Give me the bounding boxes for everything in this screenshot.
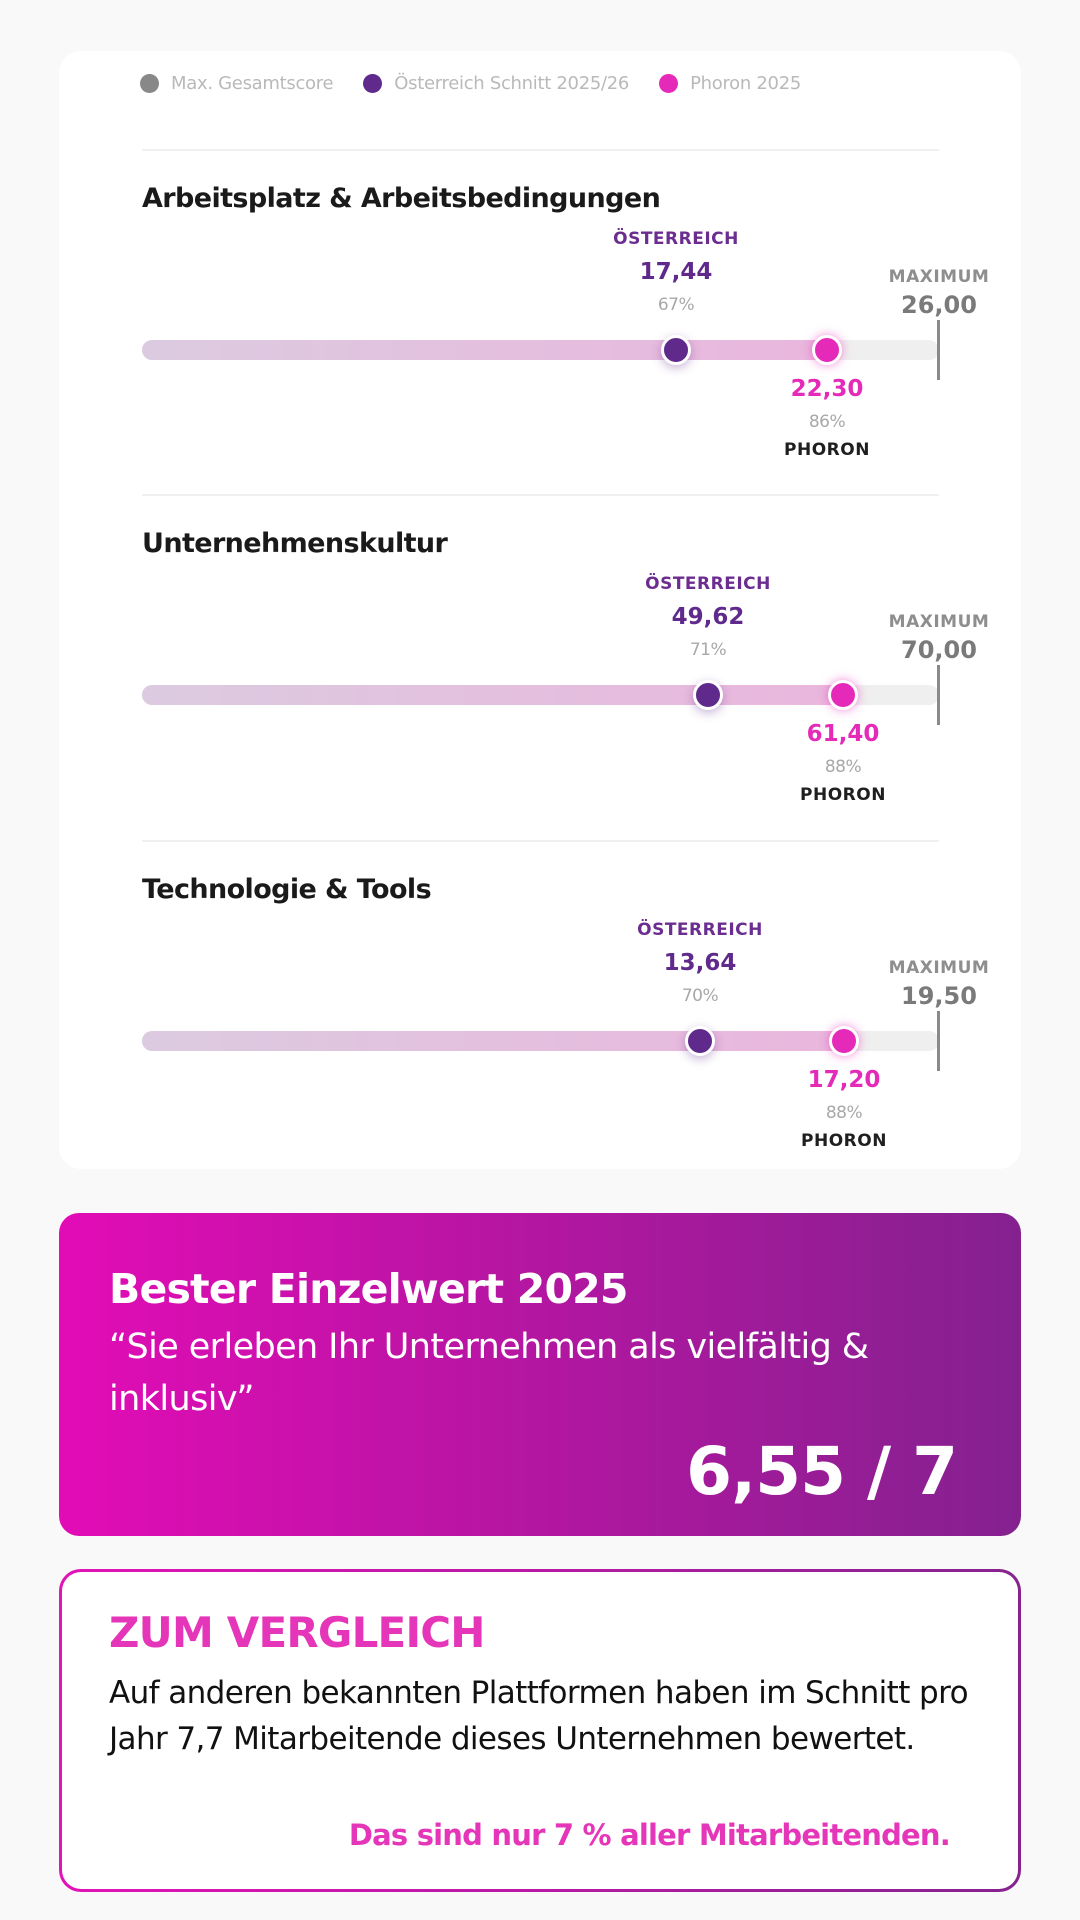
austria-percent: 71% bbox=[689, 640, 727, 660]
company-marker-icon bbox=[828, 680, 858, 710]
comparison-card: ZUM VERGLEICH Auf anderen bekannten Plat… bbox=[59, 1569, 1021, 1892]
legend-item-company: Phoron 2025 bbox=[659, 73, 801, 94]
divider bbox=[142, 494, 939, 496]
company-value: 22,30 bbox=[790, 376, 864, 402]
divider bbox=[142, 149, 939, 151]
score-track-fill bbox=[142, 685, 844, 705]
maximum-marker bbox=[937, 320, 940, 380]
legend-dot-icon bbox=[140, 73, 159, 93]
legend-dot-icon bbox=[363, 73, 383, 93]
maximum-label: MAXIMUM bbox=[888, 267, 990, 287]
austria-marker-icon bbox=[685, 1026, 715, 1056]
austria-percent: 70% bbox=[681, 986, 719, 1006]
score-track bbox=[142, 685, 939, 705]
legend-item-austria: Österreich Schnitt 2025/26 bbox=[363, 73, 629, 94]
austria-percent: 67% bbox=[657, 295, 695, 315]
category-title: Unternehmenskultur bbox=[142, 528, 448, 559]
maximum-marker bbox=[937, 665, 940, 725]
score-track bbox=[142, 340, 939, 360]
score-track-fill bbox=[142, 1031, 844, 1051]
maximum-label: MAXIMUM bbox=[888, 612, 990, 632]
company-marker-icon bbox=[812, 335, 842, 365]
comparison-title: ZUM VERGLEICH bbox=[109, 1608, 485, 1657]
maximum-value: 70,00 bbox=[901, 636, 977, 664]
company-percent: 88% bbox=[825, 1103, 863, 1123]
austria-label: ÖSTERREICH bbox=[613, 229, 739, 249]
legend-label: Österreich Schnitt 2025/26 bbox=[394, 72, 630, 94]
maximum-value: 19,50 bbox=[901, 982, 977, 1010]
legend-item-max: Max. Gesamtscore bbox=[140, 72, 334, 94]
company-value: 17,20 bbox=[807, 1067, 881, 1093]
score-track-fill bbox=[142, 340, 828, 360]
divider bbox=[142, 840, 939, 842]
company-label: PHORON bbox=[784, 440, 870, 460]
austria-label: ÖSTERREICH bbox=[637, 920, 763, 940]
comparison-highlight: Das sind nur 7 % aller Mitarbeitenden. bbox=[348, 1818, 951, 1852]
austria-label: ÖSTERREICH bbox=[645, 574, 771, 594]
category-section: Arbeitsplatz & Arbeitsbedingungen ÖSTERR… bbox=[59, 149, 1021, 494]
comparison-text: Auf anderen bekannten Plattformen haben … bbox=[109, 1675, 969, 1757]
austria-marker-icon bbox=[693, 680, 723, 710]
company-marker-icon bbox=[829, 1026, 859, 1056]
category-title: Arbeitsplatz & Arbeitsbedingungen bbox=[142, 183, 661, 214]
category-section: Unternehmenskultur ÖSTERREICH 49,62 71% … bbox=[59, 494, 1021, 839]
austria-value: 13,64 bbox=[663, 950, 737, 976]
company-label: PHORON bbox=[801, 1131, 887, 1151]
austria-marker-icon bbox=[661, 335, 691, 365]
best-value-card: Bester Einzelwert 2025 “Sie erleben Ihr … bbox=[59, 1213, 1021, 1536]
company-percent: 88% bbox=[824, 757, 862, 777]
company-label: PHORON bbox=[800, 785, 886, 805]
legend-dot-icon bbox=[659, 73, 679, 93]
company-value: 61,40 bbox=[806, 721, 880, 747]
best-value-title: Bester Einzelwert 2025 bbox=[109, 1265, 628, 1313]
best-value-score: 6,55 / 7 bbox=[686, 1433, 958, 1510]
score-track bbox=[142, 1031, 939, 1051]
maximum-marker bbox=[937, 1011, 940, 1071]
austria-value: 49,62 bbox=[671, 604, 745, 630]
comparison-card-body: ZUM VERGLEICH Auf anderen bekannten Plat… bbox=[62, 1572, 1018, 1889]
maximum-value: 26,00 bbox=[901, 291, 977, 319]
company-percent: 86% bbox=[808, 412, 846, 432]
legend-label: Max. Gesamtscore bbox=[171, 72, 334, 94]
legend-label: Phoron 2025 bbox=[690, 72, 802, 94]
austria-value: 17,44 bbox=[639, 259, 713, 285]
category-title: Technologie & Tools bbox=[142, 874, 432, 905]
category-section: Technologie & Tools ÖSTERREICH 13,64 70%… bbox=[59, 840, 1021, 1185]
chart-legend: Max. Gesamtscore Österreich Schnitt 2025… bbox=[140, 71, 831, 95]
maximum-label: MAXIMUM bbox=[888, 958, 990, 978]
score-comparison-card: Max. Gesamtscore Österreich Schnitt 2025… bbox=[59, 51, 1021, 1169]
best-value-quote: “Sie erleben Ihr Unternehmen als vielfäl… bbox=[109, 1327, 869, 1419]
